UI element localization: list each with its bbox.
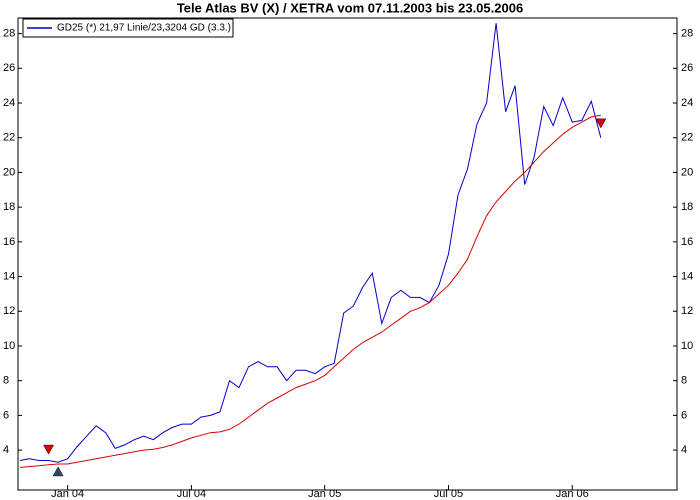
y-tick-label: 16: [3, 236, 15, 248]
y-tick-label: 8: [3, 375, 9, 387]
y-tick-label-right: 20: [681, 166, 693, 178]
y-tick-label-right: 16: [681, 236, 693, 248]
x-tick-label: Jul 04: [177, 488, 206, 500]
sell-signal: [595, 118, 607, 129]
y-tick-label: 14: [3, 270, 15, 282]
y-tick-label: 26: [3, 62, 15, 74]
series-line: [19, 114, 601, 468]
x-tick-label: Jan 05: [308, 488, 341, 500]
y-tick-label: 18: [3, 201, 15, 213]
y-tick-label-right: 4: [681, 444, 687, 456]
y-tick-label-right: 8: [681, 375, 687, 387]
y-tick-label-right: 22: [681, 132, 693, 144]
y-tick-label: 10: [3, 340, 15, 352]
y-tick-label-right: 28: [681, 28, 693, 40]
y-tick-label-right: 6: [681, 409, 687, 421]
legend-box: [22, 18, 234, 38]
y-tick-label: 4: [3, 444, 9, 456]
series-line: [19, 23, 602, 463]
chart-title: Tele Atlas BV (X) / XETRA vom 07.11.2003…: [177, 0, 523, 15]
y-tick-label: 28: [3, 28, 15, 40]
x-tick-label: Jul 05: [434, 488, 463, 500]
buy-signal: [52, 466, 64, 477]
y-tick-label: 24: [3, 97, 15, 109]
y-tick-label-right: 26: [681, 62, 693, 74]
y-tick-label-right: 14: [681, 270, 693, 282]
y-tick-label: 22: [3, 132, 15, 144]
sell-signal: [43, 444, 54, 455]
y-tick-label-right: 18: [681, 201, 693, 213]
y-tick-label: 20: [3, 166, 15, 178]
plot-frame: [17, 17, 678, 491]
y-tick-label-right: 10: [681, 340, 693, 352]
x-tick-label: Jan 06: [556, 488, 589, 500]
y-tick-label: 12: [3, 305, 15, 317]
y-tick-label-right: 24: [681, 97, 693, 109]
y-tick-label: 6: [3, 409, 9, 421]
y-tick-label-right: 12: [681, 305, 693, 317]
legend-label: GD25 (*) 21,97 Linie/23,3204 GD (3.3.): [57, 23, 231, 34]
x-tick-label: Jan 04: [51, 488, 84, 500]
